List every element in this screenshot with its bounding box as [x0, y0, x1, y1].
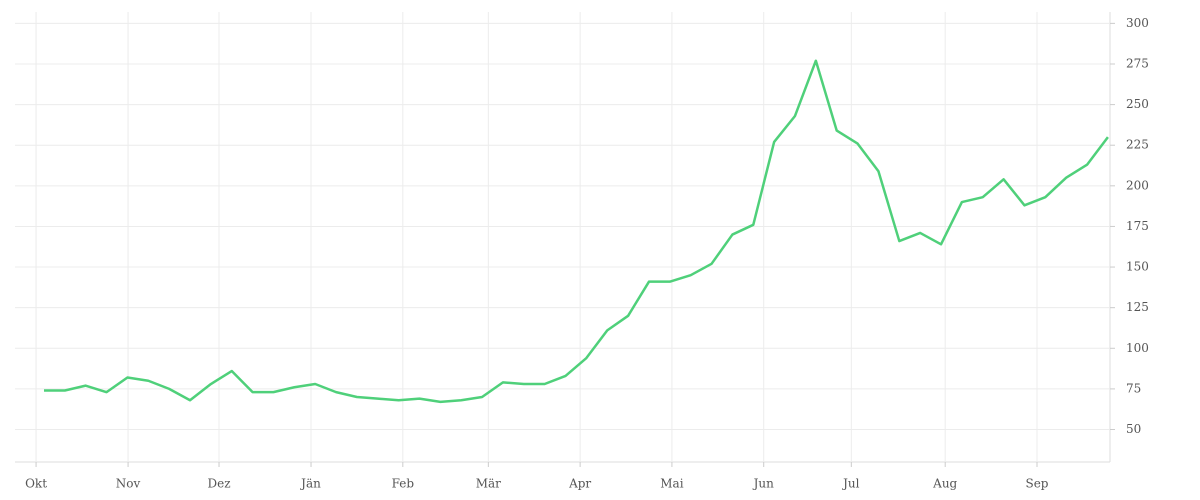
x-tick-label: Jul	[841, 477, 860, 491]
y-tick-label: 300	[1126, 16, 1149, 30]
y-tick-label: 100	[1126, 341, 1149, 355]
y-tick-label: 250	[1126, 97, 1149, 111]
x-tick-label: Okt	[25, 477, 47, 491]
x-tick-label: Aug	[932, 477, 957, 491]
x-tick-label: Jän	[299, 477, 321, 491]
x-tick-label: Dez	[207, 477, 230, 491]
x-tick-label: Feb	[392, 477, 415, 491]
x-tick-label: Mär	[476, 477, 501, 491]
y-tick-label: 225	[1126, 138, 1149, 152]
y-tick-label: 50	[1126, 422, 1141, 436]
y-tick-label: 175	[1126, 219, 1149, 233]
x-tick-label: Mai	[660, 477, 683, 491]
y-tick-label: 125	[1126, 300, 1149, 314]
x-tick-label: Apr	[568, 477, 591, 491]
y-tick-label: 150	[1126, 260, 1149, 274]
data-line	[43, 59, 1109, 404]
x-tick-label: Sep	[1025, 477, 1048, 491]
y-tick-label: 75	[1126, 381, 1141, 395]
x-tick-label: Nov	[116, 477, 141, 491]
y-tick-label: 275	[1126, 56, 1149, 70]
x-tick-label: Jun	[752, 477, 775, 491]
y-tick-label: 200	[1126, 178, 1149, 192]
